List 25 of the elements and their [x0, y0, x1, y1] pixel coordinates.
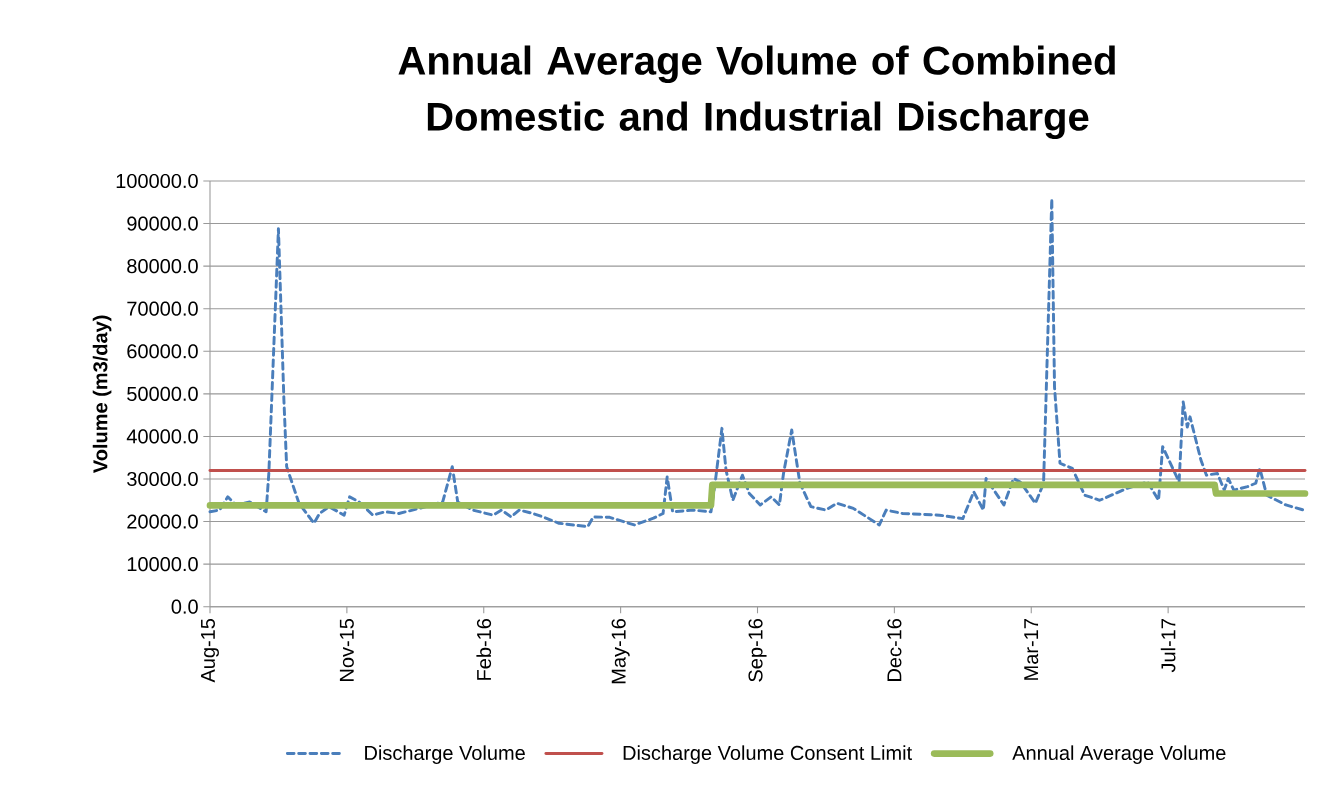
- y-axis-title: Volume (m3/day): [92, 315, 112, 473]
- y-tick-label: 40000.0: [126, 429, 198, 444]
- legend-label: Annual Average Volume: [1012, 745, 1226, 764]
- legend-label: Discharge Volume: [365, 745, 525, 764]
- y-tick-label: 10000.0: [127, 557, 198, 572]
- y-tick-label: 80000.0: [127, 259, 198, 274]
- y-tick-label: 30000.0: [127, 471, 198, 487]
- y-tick-label: 90000.0: [127, 216, 198, 231]
- x-tick-label: Nov-15: [339, 618, 354, 681]
- y-tick-label: 20000.0: [127, 514, 198, 529]
- legend-label: Discharge Volume Consent Limit: [623, 745, 912, 764]
- x-tick-label: Dec-16: [887, 618, 902, 681]
- y-tick-label: 70000.0: [127, 301, 198, 316]
- y-tick-label: 100000.0: [116, 173, 198, 189]
- x-tick-label: Sep-16: [748, 618, 767, 682]
- x-tick-label: Aug-15: [201, 618, 219, 683]
- x-tick-label: May-16: [611, 618, 630, 684]
- y-tick-label: 60000.0: [127, 344, 198, 359]
- y-tick-label: 0.0: [171, 599, 198, 614]
- y-tick-label: 50000.0: [127, 386, 198, 401]
- x-tick-label: Feb-16: [476, 618, 492, 680]
- line-series: [208, 197, 1306, 529]
- x-tick-label: Jul-17: [1160, 619, 1176, 673]
- x-tick-label: Mar-17: [1024, 619, 1039, 680]
- chart-title: Annual Average Volume of Combined Domestic and Industrial Discharge: [398, 45, 1115, 139]
